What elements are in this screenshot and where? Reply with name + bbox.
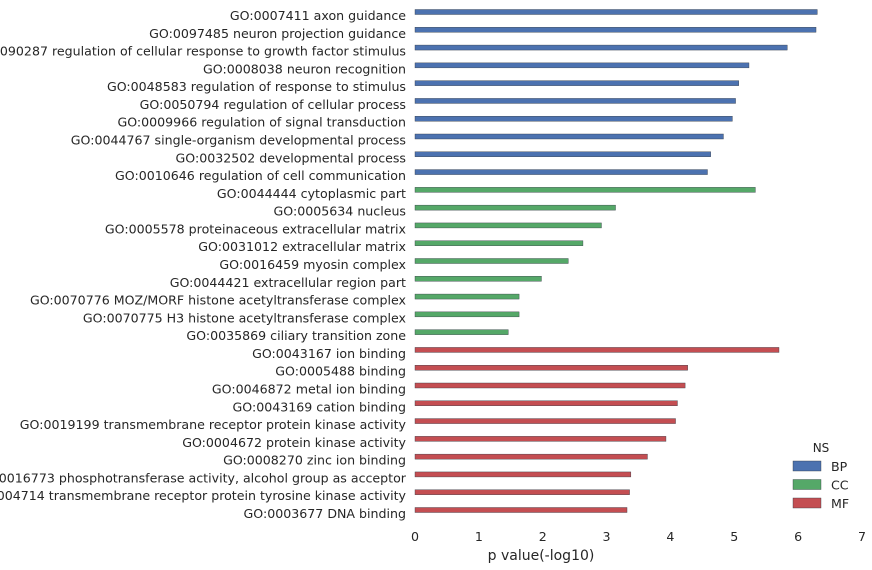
bar: [414, 133, 724, 140]
y-tick-label: GO:0008270 zinc ion binding: [223, 453, 406, 468]
y-tick-label: GO:0005578 proteinaceous extracellular m…: [105, 221, 407, 236]
x-tick-label: 2: [539, 529, 547, 544]
y-tick-label: GO:0004672 protein kinase activity: [182, 435, 406, 450]
legend-swatch: [792, 479, 822, 490]
bar: [414, 204, 616, 211]
y-tick-label: GO:0044444 cytoplasmic part: [217, 186, 406, 201]
bar: [414, 311, 520, 318]
bar: [414, 258, 569, 264]
bar: [414, 9, 818, 15]
bar: [414, 365, 688, 371]
bar: [414, 116, 733, 122]
bar: [414, 151, 711, 157]
y-tick-label: GO:0070775 H3 histone acetyltransferase …: [83, 310, 407, 325]
bar: [414, 436, 667, 442]
bar: [414, 240, 584, 246]
y-tick-label: GO:0005488 binding: [275, 364, 406, 379]
bar: [414, 400, 678, 406]
y-tick-label: GO:0004714 transmembrane receptor protei…: [0, 488, 407, 503]
y-tick-label: GO:0044421 extracellular region part: [170, 275, 406, 290]
bar: [414, 276, 542, 282]
bar: [414, 44, 788, 51]
bar: [414, 169, 708, 175]
y-tick-label: GO:0019199 transmembrane receptor protei…: [20, 417, 407, 432]
legend-label: BP: [831, 459, 848, 474]
y-tick-label: GO:0044767 single-organism developmental…: [71, 133, 406, 148]
y-tick-label: GO:0050794 regulation of cellular proces…: [140, 97, 406, 112]
legend-swatch: [792, 497, 822, 509]
bar: [414, 187, 756, 193]
legend-title: NS: [813, 441, 830, 455]
bar: [414, 382, 686, 389]
y-tick-label: GO:0003677 DNA binding: [244, 506, 406, 521]
bar: [414, 489, 630, 495]
bar: [414, 293, 520, 300]
legend: NS BP CC MF: [792, 441, 849, 511]
legend-swatch: [792, 460, 822, 472]
y-tick-label: GO:0005634 nucleus: [274, 204, 406, 219]
y-tick-label: GO:0043167 ion binding: [252, 346, 406, 361]
y-tick-label: GO:0070776 MOZ/MORF histone acetyltransf…: [30, 293, 407, 308]
y-tick-label: GO:0007411 axon guidance: [230, 8, 406, 23]
y-tick-label: GO:0031012 extracellular matrix: [198, 239, 406, 254]
y-tick-labels: GO:0007411 axon guidance GO:0097485 neuro…: [0, 8, 407, 521]
bar: [414, 329, 509, 335]
y-tick-label: GO:0032502 developmental process: [176, 150, 406, 165]
bar: [414, 453, 648, 460]
y-tick-label: GO:0035869 ciliary transition zone: [186, 328, 406, 343]
bar: [414, 27, 817, 33]
x-tick-label: 3: [603, 529, 611, 544]
x-tick-label: 6: [794, 529, 802, 544]
bar: [414, 62, 750, 69]
bar: [414, 471, 632, 478]
y-tick-label: GO:0043169 cation binding: [233, 399, 407, 414]
bar: [414, 347, 780, 353]
legend-label: MF: [831, 496, 849, 511]
x-axis-label: p value(-log10): [488, 548, 595, 564]
bar: [414, 98, 736, 104]
x-tick-label: 4: [666, 529, 674, 544]
x-tick-label: 7: [858, 529, 866, 544]
y-tick-label: GO:0009966 regulation of signal transduc…: [117, 115, 406, 130]
legend-label: CC: [831, 478, 849, 493]
bars-layer: [414, 9, 818, 513]
bar: [414, 222, 602, 229]
bar: [414, 80, 739, 86]
bar: [414, 418, 676, 424]
y-tick-label: GO:0016773 phosphotransferase activity, …: [0, 470, 407, 485]
x-tick-label: 0: [411, 529, 419, 544]
y-tick-label: GO:0046872 metal ion binding: [212, 382, 406, 397]
y-tick-label: GO:0048583 regulation of response to sti…: [107, 79, 406, 94]
bar: [414, 507, 628, 513]
x-tick-label: 5: [730, 529, 738, 544]
x-tick-labels: 0 1 2 3 4 5 6 7: [411, 529, 866, 544]
x-tick-label: 1: [475, 529, 483, 544]
y-tick-label: GO:0008038 neuron recognition: [203, 61, 406, 76]
y-tick-label: GO:0097485 neuron projection guidance: [149, 26, 406, 41]
y-tick-label: GO:0090287 regulation of cellular respon…: [0, 44, 406, 59]
y-tick-label: GO:0010646 regulation of cell communicat…: [115, 168, 406, 183]
y-tick-label: GO:0016459 myosin complex: [219, 257, 406, 272]
